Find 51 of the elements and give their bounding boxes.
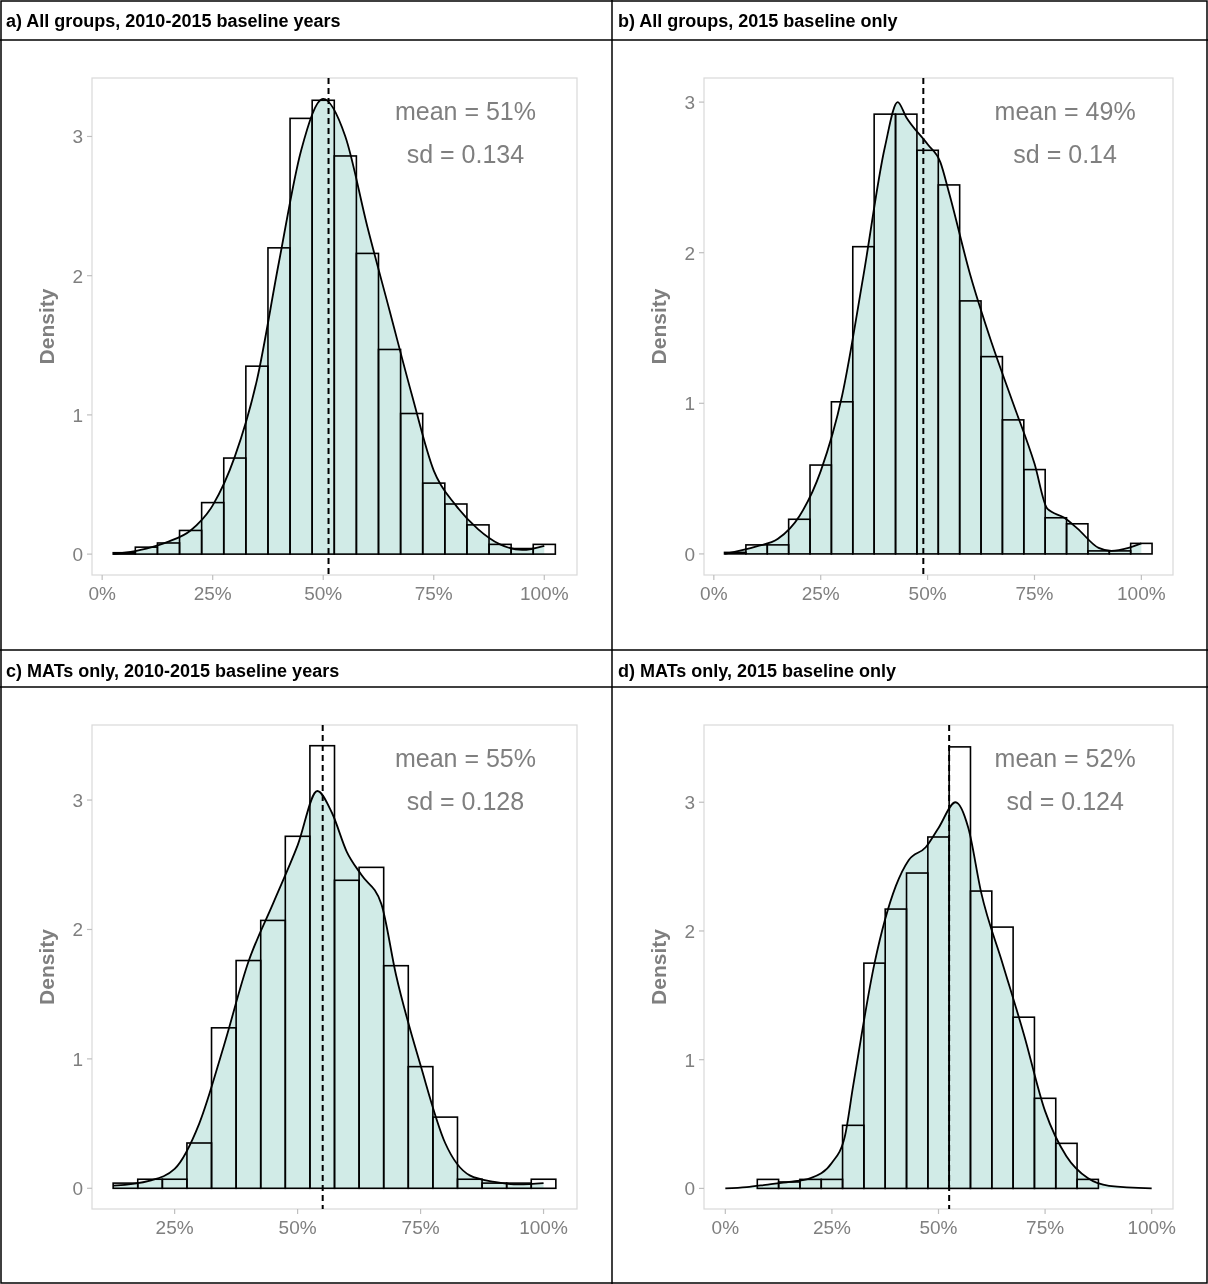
- annotation: mean = 49%: [994, 97, 1136, 125]
- chart-title: b) All groups, 2015 baseline only: [618, 11, 898, 31]
- annotation: mean = 51%: [394, 97, 536, 125]
- y-tick-label: 2: [72, 265, 83, 287]
- annotation: sd = 0.128: [406, 787, 525, 815]
- annotation: mean = 55%: [394, 744, 536, 772]
- y-tick-label: 0: [72, 544, 83, 566]
- y-tick-label: 3: [72, 790, 83, 812]
- x-tick-label: 75%: [1026, 1217, 1065, 1238]
- x-tick-label: 25%: [801, 583, 840, 604]
- annotation: mean = 52%: [994, 744, 1136, 772]
- x-tick-label: 100%: [519, 583, 569, 604]
- annotation: sd = 0.134: [406, 140, 525, 168]
- y-tick-label: 0: [684, 1178, 695, 1200]
- x-tick-label: 100%: [1117, 583, 1166, 604]
- y-tick-label: 3: [684, 792, 695, 814]
- x-tick-label: 50%: [304, 583, 343, 604]
- y-tick-label: 0: [72, 1178, 83, 1200]
- y-tick-label: 1: [72, 1048, 83, 1070]
- x-tick-label: 0%: [700, 583, 728, 604]
- x-tick-label: 75%: [414, 583, 453, 604]
- x-tick-label: 25%: [812, 1217, 852, 1238]
- y-axis-title: Density: [35, 288, 58, 365]
- y-tick-label: 3: [72, 126, 83, 148]
- x-tick-label: 75%: [401, 1217, 440, 1238]
- y-axis-title: Density: [647, 928, 670, 1005]
- x-tick-label: 100%: [519, 1217, 568, 1238]
- x-tick-label: 0%: [88, 583, 116, 604]
- y-tick-label: 3: [684, 92, 695, 114]
- x-tick-label: 25%: [193, 583, 232, 604]
- y-tick-label: 1: [684, 1049, 695, 1071]
- y-tick-label: 2: [684, 920, 695, 942]
- annotation: sd = 0.124: [1006, 787, 1124, 815]
- x-tick-label: 75%: [1015, 583, 1054, 604]
- x-tick-label: 50%: [919, 1217, 958, 1238]
- y-tick-label: 2: [72, 919, 83, 941]
- y-tick-label: 2: [684, 242, 695, 264]
- y-axis-title: Density: [647, 288, 670, 365]
- x-tick-label: 25%: [155, 1217, 194, 1238]
- x-tick-label: 0%: [711, 1217, 740, 1238]
- x-tick-label: 100%: [1127, 1217, 1177, 1238]
- x-tick-label: 50%: [908, 583, 947, 604]
- y-tick-label: 0: [684, 543, 695, 565]
- chart-title: c) MATs only, 2010-2015 baseline years: [6, 661, 340, 681]
- y-tick-label: 1: [684, 393, 695, 415]
- y-tick-label: 1: [72, 404, 83, 426]
- chart-title: d) MATs only, 2015 baseline only: [618, 661, 897, 681]
- annotation: sd = 0.14: [1013, 140, 1117, 168]
- chart-title: a) All groups, 2010-2015 baseline years: [6, 11, 341, 31]
- y-axis-title: Density: [35, 928, 58, 1005]
- x-tick-label: 50%: [278, 1217, 317, 1238]
